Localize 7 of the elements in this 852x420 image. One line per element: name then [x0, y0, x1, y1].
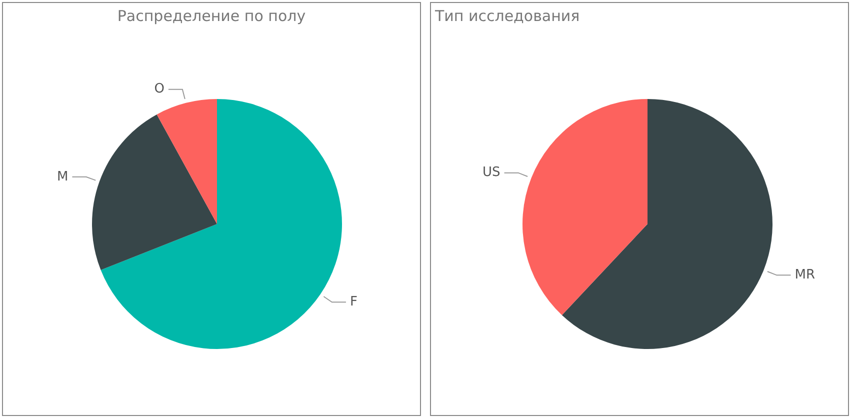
slice-label: M [57, 169, 68, 184]
chart-title: Распределение по полу [116, 7, 307, 25]
slice-label: F [350, 294, 358, 310]
slice-label: O [154, 82, 164, 97]
slice-label: US [482, 165, 500, 180]
slice-label: MR [794, 268, 815, 283]
chart-title: Тип исследования [435, 7, 580, 25]
